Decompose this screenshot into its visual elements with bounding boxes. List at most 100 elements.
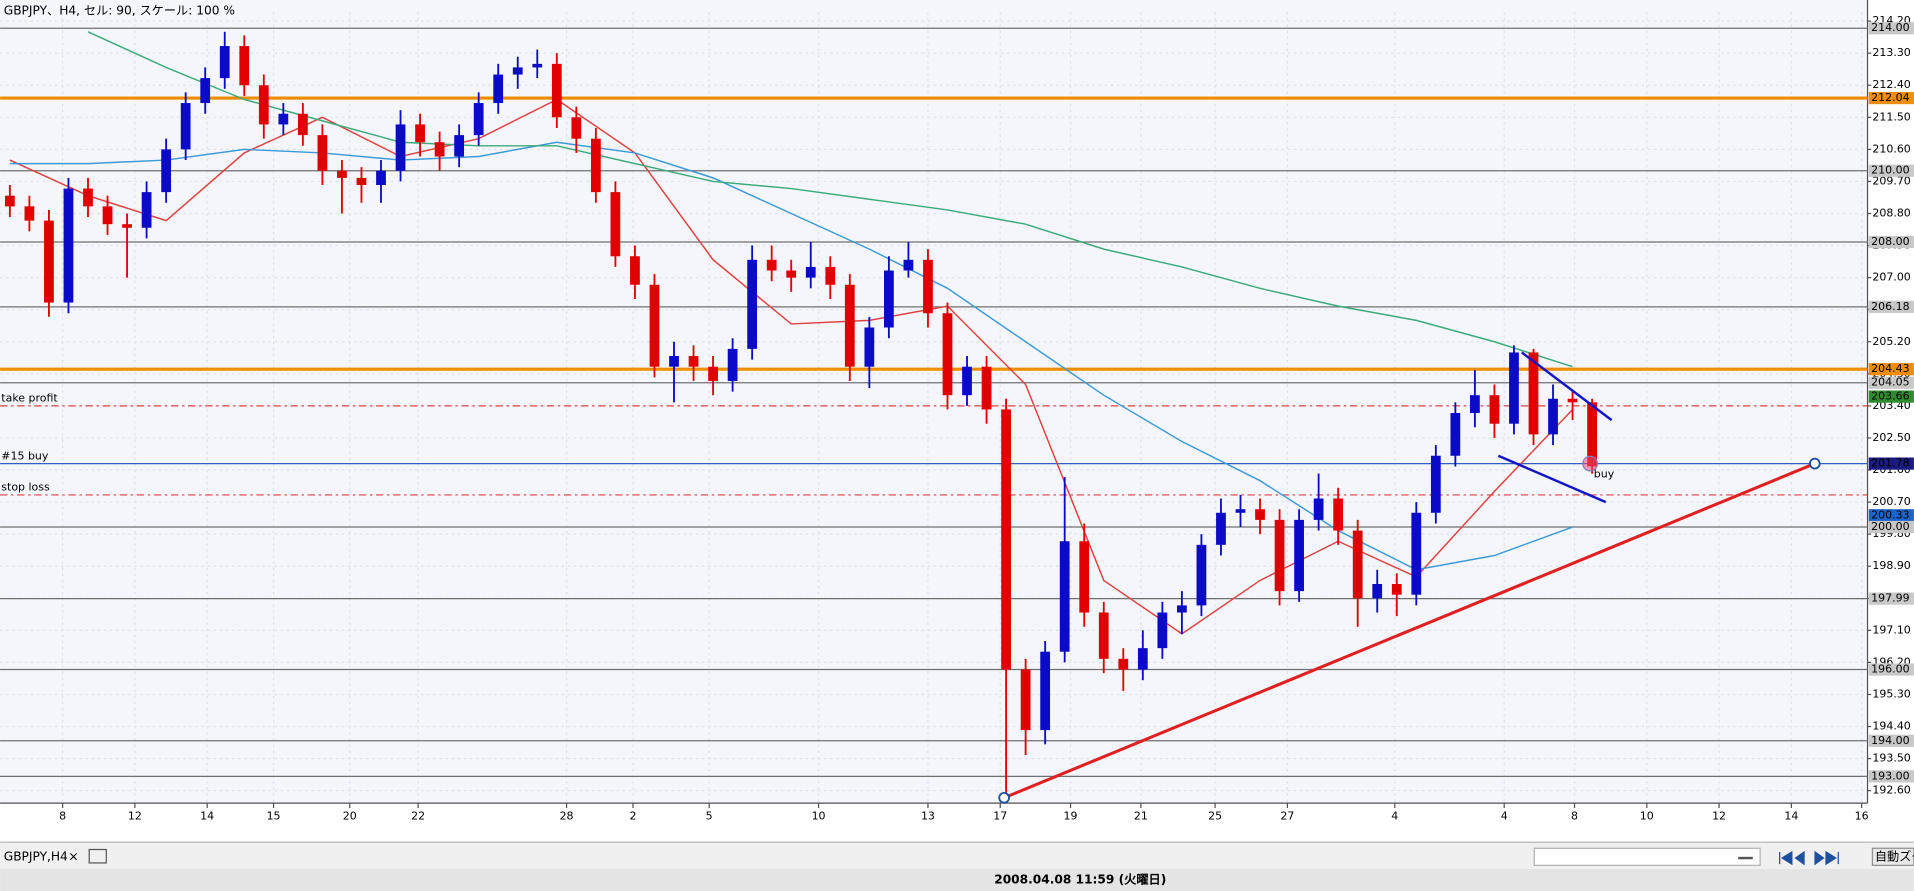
candle-body — [1372, 584, 1383, 599]
candle-body — [1001, 409, 1011, 670]
y-tick-label: 194.40 — [1872, 720, 1910, 733]
price-box-label: 201.78 — [1871, 457, 1909, 470]
candle-body — [1157, 612, 1168, 649]
candle-body — [1020, 669, 1031, 731]
candle-body — [434, 142, 445, 157]
candle-body — [1274, 519, 1285, 592]
candle-body — [493, 74, 504, 104]
x-tick-label: 27 — [1280, 810, 1294, 823]
y-tick-label: 198.90 — [1872, 559, 1910, 572]
tab-close[interactable]: × — [68, 849, 78, 863]
candle-body — [825, 266, 836, 285]
price-box — [1868, 663, 1914, 676]
price-box — [1868, 363, 1914, 376]
candle-body — [102, 206, 113, 225]
candle-body — [708, 366, 718, 381]
candle-body — [590, 138, 601, 193]
candle-body — [747, 259, 758, 349]
level-annotation: #15 buy — [1, 449, 49, 462]
candle-body — [122, 224, 132, 228]
y-tick-label: 193.50 — [1872, 752, 1910, 765]
candle-body — [1548, 398, 1558, 435]
price-box — [1868, 734, 1914, 747]
candle-body — [512, 67, 523, 75]
y-tick-label: 197.10 — [1872, 623, 1910, 636]
x-tick-label: 4 — [1501, 810, 1508, 823]
candle-body — [805, 266, 816, 278]
y-tick-label: 211.50 — [1872, 110, 1910, 123]
candle-body — [630, 256, 640, 285]
candle-body — [1333, 498, 1344, 531]
x-tick-label: 14 — [1784, 810, 1798, 823]
candle-body — [688, 356, 699, 367]
candle-body — [219, 46, 230, 79]
price-box — [1868, 164, 1914, 177]
y-tick-label: 202.50 — [1872, 431, 1910, 444]
price-box — [1868, 300, 1914, 313]
candle-body — [1059, 541, 1070, 652]
candle-body — [727, 348, 738, 381]
status-time: 2008.04.08 11:59 (火曜日) — [994, 873, 1166, 887]
candle-body — [180, 103, 191, 150]
candle-body — [454, 135, 465, 157]
level-annotation: take profit — [1, 392, 58, 405]
x-tick-label: 28 — [560, 810, 574, 823]
candle-body — [1489, 395, 1500, 424]
candle-body — [1235, 509, 1246, 513]
candle-body — [1509, 352, 1519, 424]
x-tick-label: 14 — [200, 810, 214, 823]
candle-body — [356, 177, 367, 185]
candle-body — [962, 366, 972, 396]
price-box-label: 197.99 — [1871, 592, 1909, 605]
price-box-label: 196.00 — [1871, 663, 1909, 676]
candle-body — [923, 259, 933, 314]
scroll-buttons[interactable] — [1779, 850, 1839, 866]
price-box — [1868, 22, 1914, 35]
price-box-label: 212.04 — [1871, 91, 1909, 104]
candle-body — [1255, 509, 1265, 520]
window-icon[interactable] — [88, 848, 107, 864]
trendline — [1003, 462, 1816, 800]
x-tick-label: 22 — [411, 810, 425, 823]
candle-body — [141, 192, 152, 228]
candle-body — [649, 284, 660, 367]
price-axis-panel — [1867, 0, 1914, 843]
candle-body — [1587, 402, 1597, 467]
x-tick-label: 19 — [1064, 810, 1078, 823]
candle-body — [1177, 605, 1187, 613]
price-box-label: 203.66 — [1871, 390, 1909, 403]
candle-body — [1098, 612, 1109, 659]
price-box-label: 214.00 — [1871, 21, 1909, 34]
moving-average — [87, 31, 1573, 368]
y-tick-label: 208.80 — [1872, 206, 1910, 219]
x-tick-label: 15 — [267, 810, 281, 823]
chart-tab[interactable]: GBPJPY,H4 — [4, 849, 68, 863]
x-tick-label: 16 — [1855, 810, 1869, 823]
candle-body — [981, 366, 992, 410]
candle-body — [1450, 413, 1461, 456]
price-box-label: 208.00 — [1871, 235, 1909, 248]
candle-body — [161, 149, 172, 193]
candle-body — [1430, 455, 1441, 513]
candles-layer — [4, 31, 1597, 798]
candle-body — [473, 103, 484, 136]
candle-body — [1137, 648, 1148, 670]
y-tick-label: 210.60 — [1872, 142, 1910, 155]
zoom-label[interactable]: 自動ズーム — [1875, 848, 1914, 863]
candle-body — [200, 78, 211, 104]
price-box-label: 194.00 — [1871, 734, 1909, 747]
x-tick-label: 21 — [1134, 810, 1148, 823]
moving-average — [9, 98, 1574, 635]
price-box-label: 193.00 — [1871, 769, 1909, 782]
scroll-track[interactable] — [1533, 847, 1761, 866]
price-box — [1868, 592, 1914, 605]
trendline-anchor — [998, 791, 1010, 804]
x-tick-label: 2 — [629, 810, 636, 823]
chart-caption: GBPJPY、H4, セル: 90, スケール: 100 % — [4, 3, 235, 17]
candle-body — [1196, 544, 1207, 606]
x-tick-label: 25 — [1208, 810, 1222, 823]
candle-body — [571, 117, 582, 139]
candle-body — [551, 63, 562, 118]
candle-body — [1216, 512, 1226, 545]
candle-body — [278, 113, 289, 125]
